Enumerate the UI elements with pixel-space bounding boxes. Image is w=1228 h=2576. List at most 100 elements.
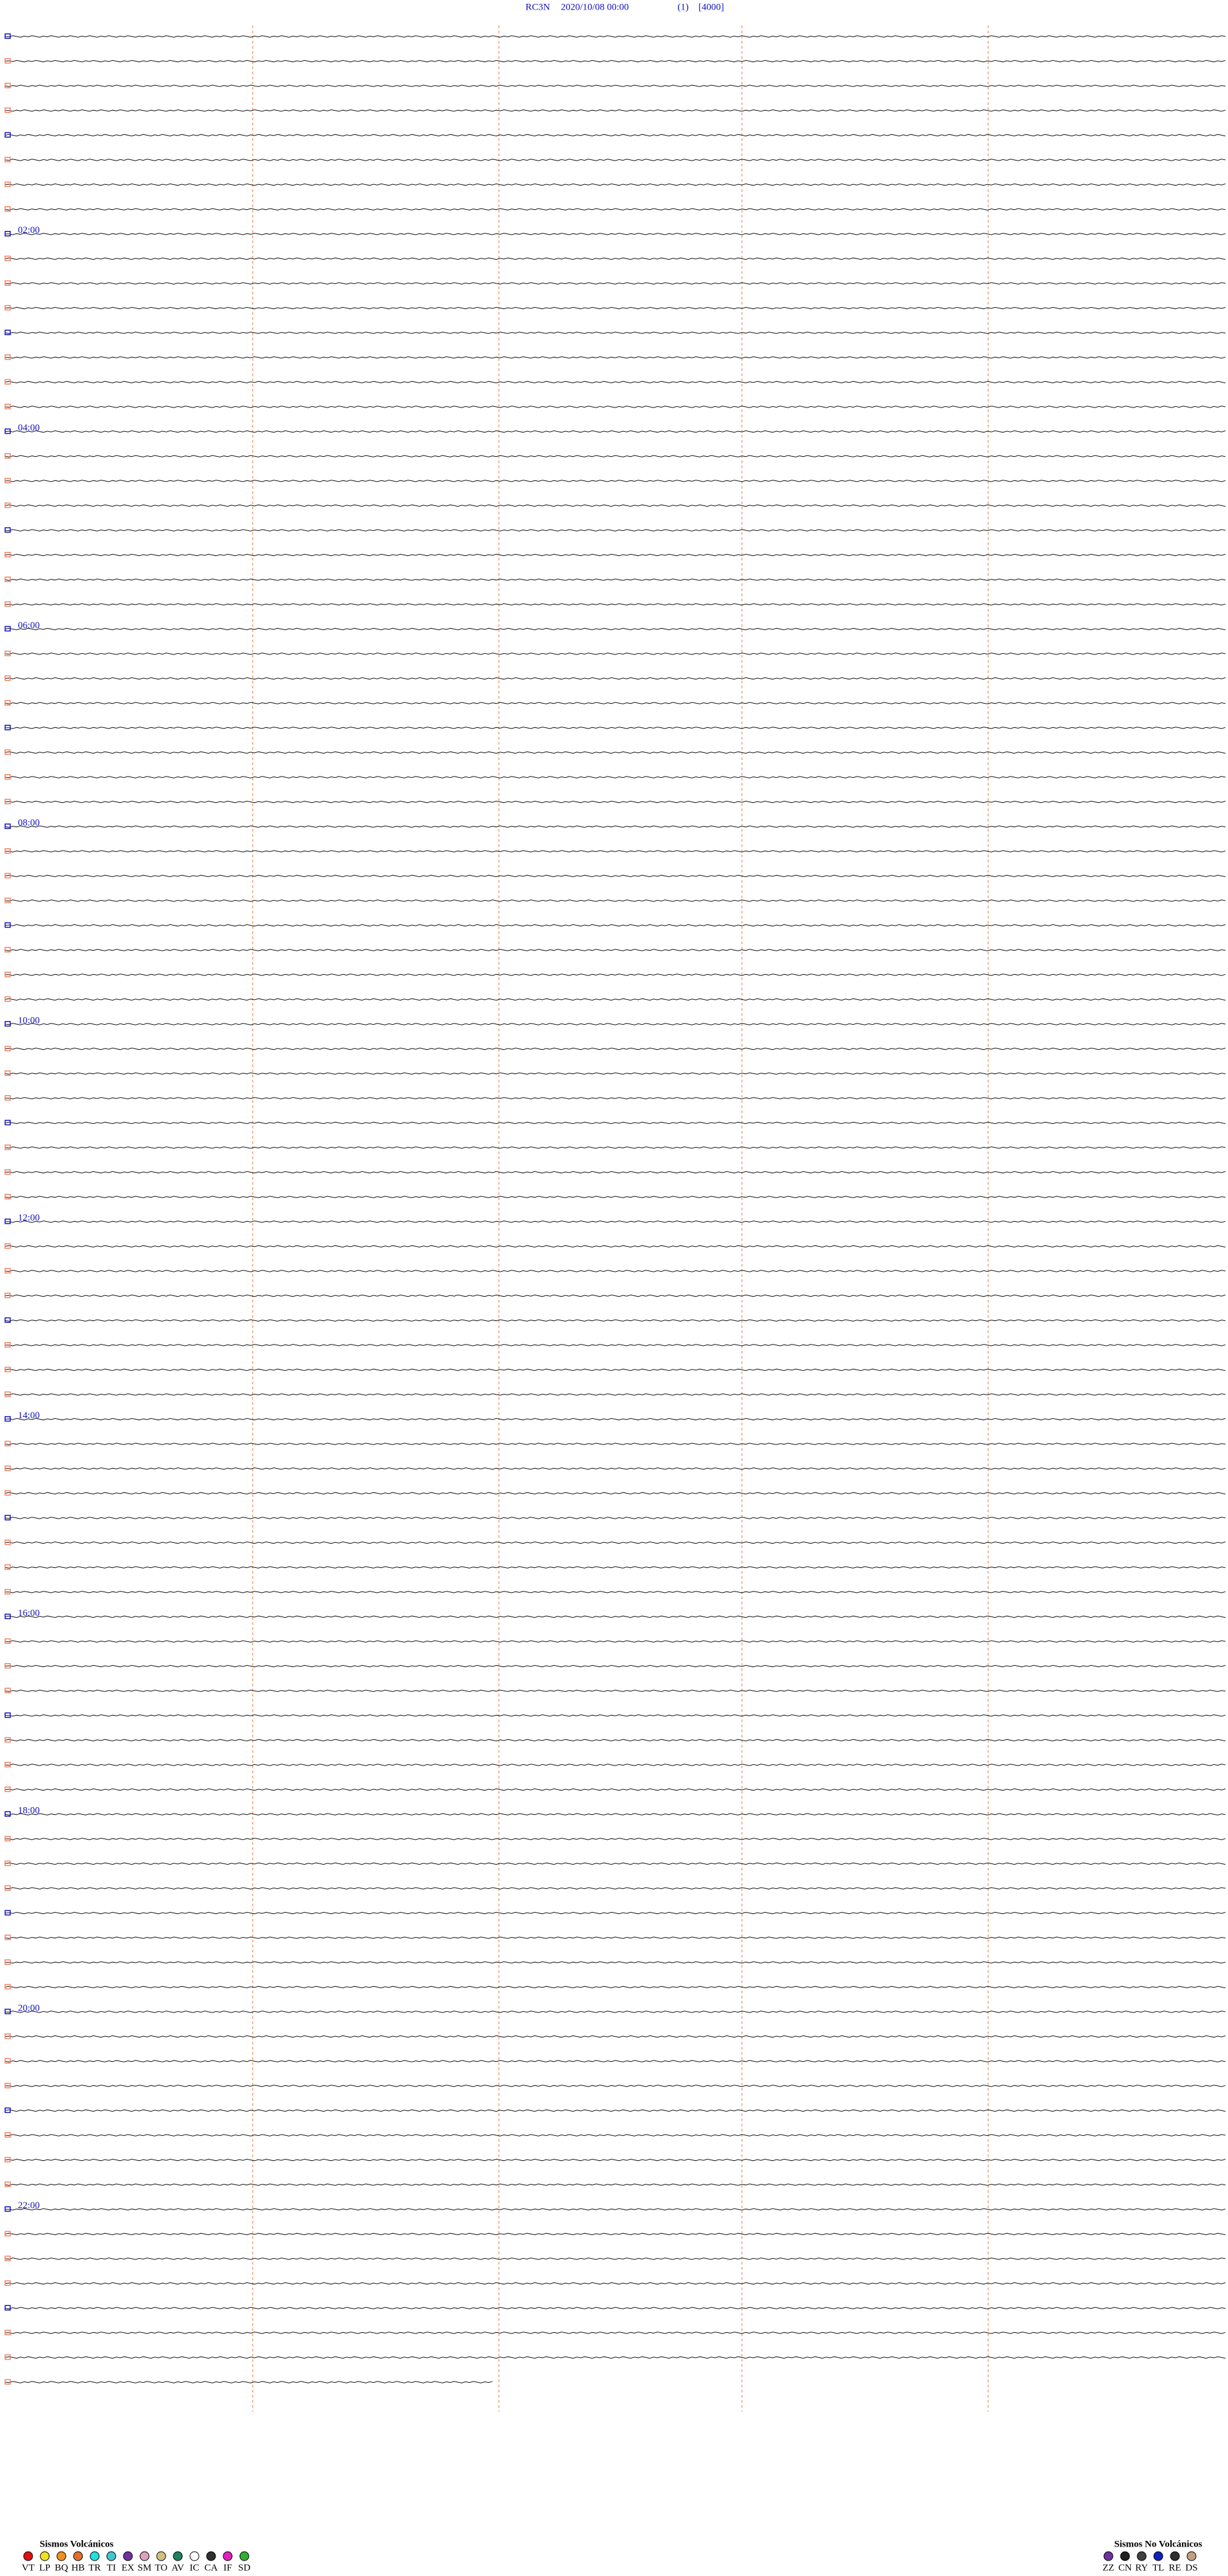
row-marker xyxy=(4,2256,11,2261)
legend-code: EX xyxy=(122,2563,134,2573)
trace xyxy=(5,480,1226,482)
trace xyxy=(4,306,1226,310)
row-marker xyxy=(4,1070,11,1076)
trace xyxy=(5,2085,1226,2087)
legend-title: Sismos No Volcánicos xyxy=(1114,2539,1202,2549)
legend-swatch xyxy=(123,2551,133,2561)
row-marker xyxy=(4,1268,11,1274)
row-marker xyxy=(4,2156,11,2163)
legend-code: ZZ xyxy=(1103,2563,1114,2573)
row-marker xyxy=(4,2330,11,2335)
header: RC3N 2020/10/08 00:00 (1) [4000] xyxy=(526,2,724,12)
legend-code: BQ xyxy=(55,2563,68,2573)
trace xyxy=(4,1664,1226,1668)
trace xyxy=(4,628,1226,631)
trace xyxy=(4,134,1226,137)
trace xyxy=(4,1072,1226,1075)
row-marker xyxy=(4,551,11,558)
trace xyxy=(4,899,1226,902)
row-marker xyxy=(4,1885,11,1891)
time-label: 10:00 xyxy=(18,1015,40,1025)
trace xyxy=(4,1541,1226,1544)
legend-swatch xyxy=(1170,2551,1180,2561)
legend-code: SM xyxy=(138,2563,152,2573)
row-marker xyxy=(4,354,11,360)
legend-title: Sismos Volcánicos xyxy=(40,2539,114,2549)
time-label: 06:00 xyxy=(18,620,40,631)
trace xyxy=(5,2208,1226,2211)
trace xyxy=(4,751,1226,754)
trace xyxy=(4,2109,1226,2112)
row-marker xyxy=(4,1737,11,1743)
trace xyxy=(4,1146,1226,1149)
legend-swatch xyxy=(1120,2551,1130,2561)
trace xyxy=(4,924,1226,927)
row-marker xyxy=(4,1934,11,1940)
row-marker xyxy=(4,1366,11,1373)
row-marker xyxy=(4,725,11,731)
trace xyxy=(4,2307,1226,2309)
row-marker xyxy=(4,1490,11,1496)
row-marker xyxy=(4,1466,11,1471)
trace xyxy=(4,1615,1226,1618)
row-marker xyxy=(4,1959,11,1965)
row-marker xyxy=(4,1687,11,1693)
row-marker xyxy=(4,1539,11,1545)
row-marker xyxy=(4,157,11,162)
trace xyxy=(5,1467,1226,1470)
trace xyxy=(4,2134,1226,2137)
trace xyxy=(4,1492,1226,1495)
trace xyxy=(4,2060,1226,2062)
row-marker xyxy=(4,1219,11,1224)
scale: [4000] xyxy=(698,2,724,12)
time-label: 16:00 xyxy=(18,1608,40,1618)
trace xyxy=(4,381,1226,384)
row-marker xyxy=(4,1243,11,1249)
trace xyxy=(4,529,1226,532)
legend-code: CA xyxy=(205,2563,218,2573)
row-marker xyxy=(4,996,11,1002)
time-label: 20:00 xyxy=(18,2003,40,2013)
trace xyxy=(4,1739,1226,1742)
trace xyxy=(4,874,1226,878)
row-marker xyxy=(4,1095,11,1101)
row-marker xyxy=(4,601,11,607)
row-marker xyxy=(4,922,11,928)
row-marker xyxy=(4,2009,11,2014)
trace xyxy=(4,702,1226,704)
row-marker xyxy=(4,280,11,286)
station: RC3N xyxy=(526,2,551,12)
row-marker xyxy=(4,947,11,952)
trace xyxy=(4,1689,1226,1692)
trace xyxy=(4,2183,1226,2186)
trace xyxy=(4,1517,1226,1519)
trace xyxy=(4,1986,1226,1989)
row-marker xyxy=(4,1342,11,1348)
row-marker xyxy=(4,2083,11,2089)
legend-swatch xyxy=(139,2551,150,2561)
trace xyxy=(4,825,1226,828)
row-marker xyxy=(4,1613,11,1620)
trace xyxy=(5,1961,1226,1964)
row-marker xyxy=(4,774,11,780)
datetime: 2020/10/08 00:00 xyxy=(561,2,629,12)
trace xyxy=(4,949,1226,951)
row-marker xyxy=(4,329,11,335)
row-marker xyxy=(4,2280,11,2286)
row-marker xyxy=(4,700,11,706)
trace xyxy=(4,208,1226,210)
trace xyxy=(4,2257,1226,2260)
row-marker xyxy=(4,404,11,409)
trace xyxy=(5,356,1226,359)
trace xyxy=(4,1936,1226,1939)
trace xyxy=(4,578,1226,581)
legend-code: RE xyxy=(1169,2563,1181,2573)
row-marker xyxy=(4,2058,11,2064)
row-marker xyxy=(4,1416,11,1422)
trace xyxy=(4,1121,1226,1125)
trace xyxy=(4,1196,1226,1198)
trace xyxy=(4,2356,1226,2359)
row-marker xyxy=(4,478,11,484)
legend-swatch xyxy=(106,2551,116,2561)
trace xyxy=(5,109,1226,112)
